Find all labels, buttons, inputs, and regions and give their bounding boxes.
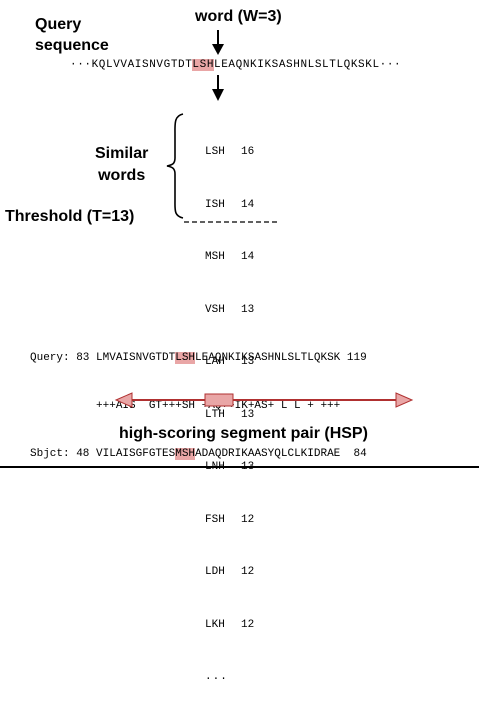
word-row: VSH 13 xyxy=(205,302,254,319)
query-word-highlight: LSH xyxy=(192,59,215,71)
query-sequence-suffix: LEAQNKIKSASHNLSLTLQKSKL··· xyxy=(214,59,402,71)
word-text: LDH xyxy=(205,566,225,578)
word-row: LDH 12 xyxy=(205,564,254,581)
word-text: FSH xyxy=(205,513,225,526)
query-sequence: ···KQLVVAISNVGTDTLSHLEAQNKIKSASHNLSLTLQK… xyxy=(70,59,401,71)
diagram-graphics xyxy=(0,30,479,468)
alignment-sbjct-line: Sbjct: 48 VILAISGFGTESMSHADAQDRIKAASYQLC… xyxy=(30,446,367,462)
words-down-arrow xyxy=(212,75,224,101)
similar-words-brace xyxy=(166,113,184,219)
word-row: ISH 14 xyxy=(205,197,254,214)
similar-label-line1: Similar xyxy=(95,145,149,162)
word-score: 16 xyxy=(241,146,255,158)
query-sequence-prefix: ···KQLVVAISNVGTDT xyxy=(70,59,193,71)
word-score: 12 xyxy=(241,513,255,526)
word-down-arrow xyxy=(212,30,224,55)
word-label: word (W=3) xyxy=(195,8,282,25)
hsp-arrow xyxy=(114,392,414,408)
alignment-block: Query: 83 LMVAISNVGTDTLSHLEAQNKIKSASHNLS… xyxy=(30,318,367,478)
word-row: LAH 13 xyxy=(205,354,254,371)
query-label-line2: sequence xyxy=(35,37,109,54)
threshold-label: Threshold (T=13) xyxy=(5,208,135,225)
word-text: VSH xyxy=(205,303,225,316)
word-row: LSH 16 xyxy=(205,144,254,161)
word-text: LAH xyxy=(205,356,225,368)
alignment-sbjct-suffix: ADAQDRIKAASYQLCLKIDRAE 84 xyxy=(195,448,367,460)
word-row: LKH 12 xyxy=(205,617,254,634)
hsp-word-segment xyxy=(204,393,234,407)
word-row: MSH 14 xyxy=(205,249,254,266)
alignment-sbjct-prefix: Sbjct: 48 VILAISGFGTES xyxy=(30,448,176,460)
word-text: MSH xyxy=(205,251,225,263)
similar-label-line2: words xyxy=(98,167,146,184)
word-row: LTH 13 xyxy=(205,407,254,424)
word-score: 13 xyxy=(241,408,255,421)
query-sequence-label: Query sequence xyxy=(35,14,109,56)
word-score: 14 xyxy=(241,251,255,263)
word-row: FSH 12 xyxy=(205,512,254,529)
word-score: 14 xyxy=(241,198,255,211)
more-words-ellipsis: ... xyxy=(205,671,228,683)
word-score: 13 xyxy=(241,356,255,368)
word-score: 12 xyxy=(241,618,255,631)
alignment-query-suffix: LEAQNKIKSASHNLSLTLQKSK 119 xyxy=(195,352,367,364)
alignment-query-prefix: Query: 83 LMVAISNVGTDT xyxy=(30,352,176,364)
similar-words-label: Similar words xyxy=(95,143,148,187)
word-score: 13 xyxy=(241,303,255,316)
word-text: LKH xyxy=(205,618,225,631)
word-text: LSH xyxy=(205,146,225,158)
query-label-line1: Query xyxy=(35,16,82,33)
alignment-sbjct-word: MSH xyxy=(175,448,196,460)
word-text: ISH xyxy=(205,198,225,211)
hsp-label: high-scoring segment pair (HSP) xyxy=(119,425,368,442)
alignment-query-word: LSH xyxy=(175,352,196,364)
word-score: 12 xyxy=(241,566,255,578)
alignment-query-line: Query: 83 LMVAISNVGTDTLSHLEAQNKIKSASHNLS… xyxy=(30,350,367,366)
word-text: LTH xyxy=(205,408,225,421)
